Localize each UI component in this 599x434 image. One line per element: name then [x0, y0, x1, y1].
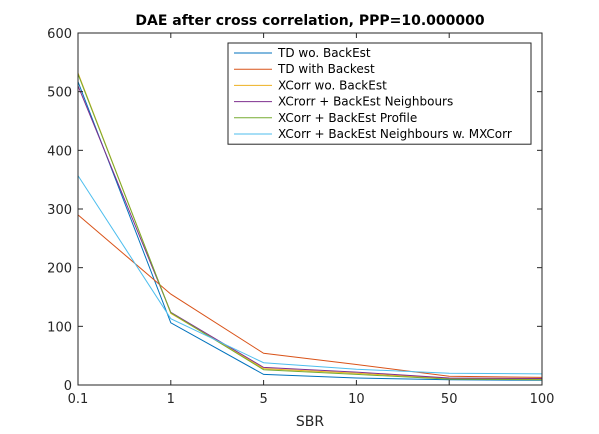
- series-line-6: [77, 175, 543, 375]
- legend: TD wo. BackEst TD with Backest XCorr wo. B…: [227, 42, 532, 145]
- y-tick-label: 200: [47, 262, 72, 277]
- y-tick-label: 300: [47, 203, 72, 218]
- y-tick-label: 500: [47, 86, 72, 101]
- series-line-5: [77, 73, 543, 381]
- y-tick-label: 0: [64, 379, 72, 394]
- x-axis-label: SBR: [296, 414, 324, 430]
- x-tick-label: 1: [167, 392, 175, 407]
- legend-label: XCorr + BackEst Profile: [278, 111, 417, 125]
- axes-layer: 0.1 1 5 10 50 100 0 100 200 300 400 500 600: [47, 27, 554, 407]
- legend-label: TD wo. BackEst: [277, 46, 371, 60]
- y-tick-label: 400: [47, 144, 72, 159]
- x-tick-label: 0.1: [68, 392, 89, 407]
- x-tick-label: 50: [441, 392, 458, 407]
- x-tick-label: 100: [530, 392, 555, 407]
- legend-label: XCorr wo. BackEst: [278, 78, 387, 92]
- chart-title: DAE after cross correlation, PPP=10.0000…: [135, 13, 485, 29]
- y-tick-label: 600: [47, 27, 72, 42]
- legend-label: XCorr + BackEst Neighbours w. MXCorr: [278, 127, 512, 141]
- series-line-1: [77, 81, 543, 381]
- series-line-4: [77, 85, 543, 379]
- series-line-2: [77, 214, 543, 378]
- x-tick-label: 10: [348, 392, 365, 407]
- series-layer: [77, 72, 543, 381]
- x-tick-label: 5: [259, 392, 267, 407]
- legend-box: [227, 42, 532, 145]
- legend-label: TD with Backest: [277, 62, 375, 76]
- legend-label: XCrorr + BackEst Neighbours: [278, 95, 453, 109]
- y-tick-label: 100: [47, 320, 72, 335]
